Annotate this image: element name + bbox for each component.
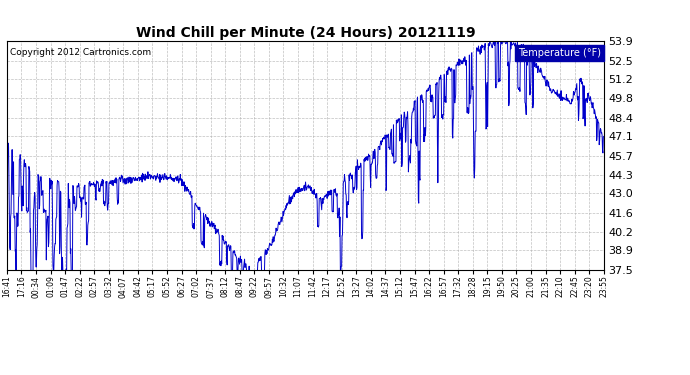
Text: Temperature (°F): Temperature (°F) (518, 48, 601, 58)
Text: Copyright 2012 Cartronics.com: Copyright 2012 Cartronics.com (10, 48, 151, 57)
Title: Wind Chill per Minute (24 Hours) 20121119: Wind Chill per Minute (24 Hours) 2012111… (135, 26, 475, 40)
